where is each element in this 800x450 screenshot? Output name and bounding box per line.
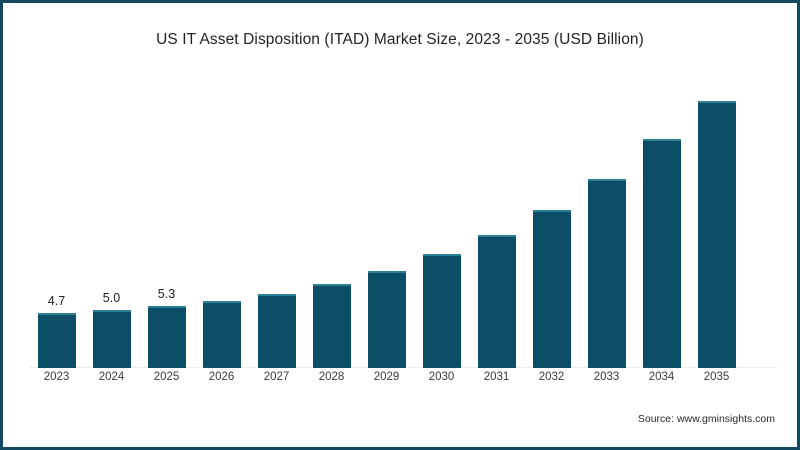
x-axis-tick-2034: 2034 [648, 371, 675, 383]
bar-column [414, 73, 469, 368]
bar-value-label: 4.7 [47, 294, 66, 308]
bar[interactable] [38, 313, 76, 368]
bar-column [524, 73, 579, 368]
x-axis-tick-2032: 2032 [538, 371, 565, 383]
bar-column [359, 73, 414, 368]
bar-column [469, 73, 524, 368]
bar[interactable] [533, 210, 571, 368]
bar[interactable] [258, 294, 296, 368]
x-axis-tick-2033: 2033 [593, 371, 620, 383]
bar-column: 5.3 [139, 73, 194, 368]
x-axis-tick-2024: 2024 [98, 371, 125, 383]
x-axis-tick-2023: 2023 [43, 371, 70, 383]
bar-column [249, 73, 304, 368]
x-axis-tick-2030: 2030 [428, 371, 455, 383]
bar[interactable] [313, 284, 351, 368]
bar-column [634, 73, 689, 368]
x-axis-tick-2029: 2029 [373, 371, 400, 383]
bar[interactable] [643, 139, 681, 368]
source-attribution: Source: www.gminsights.com [637, 413, 775, 425]
plot-area: 4.7 5.0 5.3 [29, 73, 777, 368]
bar[interactable] [148, 306, 186, 368]
bar-column [194, 73, 249, 368]
bar-value-label: 5.3 [157, 287, 176, 301]
chart-title: US IT Asset Disposition (ITAD) Market Si… [156, 31, 644, 48]
bar-column [579, 73, 634, 368]
bar-column: 5.0 [84, 73, 139, 368]
x-axis-tick-2025: 2025 [153, 371, 180, 383]
bar-column [304, 73, 359, 368]
bar-value-label: 5.0 [102, 291, 121, 305]
x-axis-tick-2027: 2027 [263, 371, 290, 383]
bar[interactable] [698, 101, 736, 368]
bar[interactable] [368, 271, 406, 368]
bar-column [689, 73, 744, 368]
bar-column: 4.7 [29, 73, 84, 368]
x-axis-tick-2028: 2028 [318, 371, 345, 383]
bar[interactable] [588, 179, 626, 368]
x-axis-tick-2035: 2035 [703, 371, 730, 383]
bar[interactable] [203, 301, 241, 368]
x-axis-tick-2026: 2026 [208, 371, 235, 383]
bar[interactable] [93, 310, 131, 368]
x-axis-labels: 2023 2024 2025 2026 2027 2028 2029 2030 2031 2032… [29, 371, 777, 389]
x-axis-tick-2031: 2031 [483, 371, 510, 383]
bar[interactable] [423, 254, 461, 368]
bar[interactable] [478, 235, 516, 368]
